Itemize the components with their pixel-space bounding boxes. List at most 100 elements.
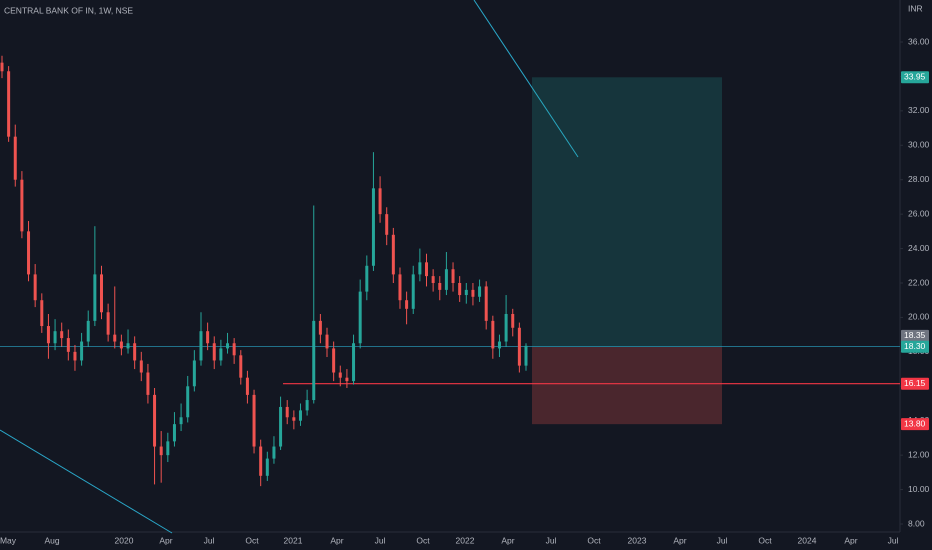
candle-body [159, 446, 163, 456]
candle-body [73, 351, 77, 361]
y-tick-label: 22.00 [908, 277, 930, 287]
y-tick-label: 26.00 [908, 208, 930, 218]
candle-body [226, 343, 230, 349]
candle-body [13, 136, 17, 180]
candle-body [53, 331, 57, 344]
loss-zone [532, 346, 722, 425]
candle-body [199, 331, 203, 361]
candle-body [332, 348, 336, 373]
candle-body [305, 400, 309, 411]
x-tick-label: 2021 [284, 535, 303, 545]
candle-body [272, 446, 276, 459]
x-tick-label: 2024 [798, 535, 817, 545]
y-tick-label: 32.00 [908, 105, 930, 115]
candle-body [378, 188, 382, 215]
x-tick-label: Jul [204, 535, 215, 545]
candle-body [252, 394, 256, 447]
x-tick-label: Oct [587, 535, 601, 545]
candle-body [239, 355, 243, 378]
candle-body [345, 377, 349, 382]
x-tick-label: Jul [717, 535, 728, 545]
candle-body [425, 262, 429, 277]
entry-label-bg [901, 340, 929, 353]
profit-zone [532, 77, 722, 347]
candle-body [245, 377, 249, 395]
y-tick-label: 30.00 [908, 140, 930, 150]
y-tick-label: 28.00 [908, 174, 930, 184]
candle-body [172, 424, 176, 442]
candle-body [405, 300, 409, 309]
candle-body [212, 343, 216, 361]
x-tick-label: Apr [844, 535, 857, 545]
y-tick-label: 12.00 [908, 449, 930, 459]
candle-body [517, 327, 521, 366]
x-tick-label: Oct [416, 535, 430, 545]
candle-body [99, 274, 103, 313]
x-tick-label: Apr [330, 535, 343, 545]
x-tick-label: 2020 [115, 535, 134, 545]
candle-body [318, 320, 322, 335]
candle-body [46, 326, 50, 344]
support-label-bg [901, 377, 929, 390]
candle-body [119, 341, 123, 349]
x-tick-label: Oct [758, 535, 772, 545]
candle-body [511, 313, 515, 328]
candle-body [458, 283, 462, 296]
candle-body [60, 331, 64, 339]
x-tick-label: Jul [546, 535, 557, 545]
candle-body [491, 320, 495, 349]
candle-body [93, 274, 97, 321]
candle-body [7, 71, 11, 137]
target-label: 33.95 [904, 72, 926, 82]
candle-body [352, 343, 356, 382]
candle-body [33, 274, 37, 301]
candle-body [524, 345, 528, 366]
candle-body [385, 214, 389, 235]
candle-body [471, 289, 475, 297]
candle-body [80, 341, 84, 361]
candle-body [438, 283, 442, 290]
stop-label: 13.80 [904, 418, 926, 428]
candle-body [146, 372, 150, 395]
y-tick-label: 20.00 [908, 312, 930, 322]
candle-body [358, 291, 362, 344]
candle-body [411, 274, 415, 309]
candle-body [153, 394, 157, 447]
candle-body [451, 269, 455, 283]
candle-body [418, 262, 422, 275]
y-tick-label: 36.00 [908, 36, 930, 46]
last-price-label: 18.35 [904, 330, 926, 340]
candle-body [391, 234, 395, 275]
chart-title: CENTRAL BANK OF IN, 1W, NSE [4, 5, 133, 15]
candle-body [139, 360, 143, 373]
x-tick-label: 2022 [456, 535, 475, 545]
candle-body [66, 338, 70, 352]
x-tick-label: 2023 [628, 535, 647, 545]
candle-body [431, 276, 435, 283]
candle-body [27, 231, 31, 275]
y-tick-label: 10.00 [908, 484, 930, 494]
candle-body [126, 343, 130, 349]
candle-body [371, 188, 375, 266]
target-label-bg [901, 71, 929, 84]
candle-body [259, 446, 263, 476]
candle-body [20, 179, 24, 232]
candle-body [206, 331, 210, 344]
y-tick-label: 8.00 [908, 518, 925, 528]
candle-body [40, 300, 44, 327]
candle-body [0, 62, 4, 72]
x-tick-label: May [0, 535, 17, 545]
trend-line [0, 429, 173, 534]
candle-body [265, 458, 269, 476]
candle-body [219, 348, 223, 361]
y-tick-label: 24.00 [908, 243, 930, 253]
candle-body [444, 269, 448, 290]
candle-body [312, 320, 316, 401]
x-tick-label: Apr [159, 535, 172, 545]
entry-label: 18.30 [904, 341, 926, 351]
candle-body [325, 334, 329, 349]
candle-body [478, 286, 482, 297]
support-label: 16.15 [904, 378, 926, 388]
candle-body [166, 441, 170, 456]
